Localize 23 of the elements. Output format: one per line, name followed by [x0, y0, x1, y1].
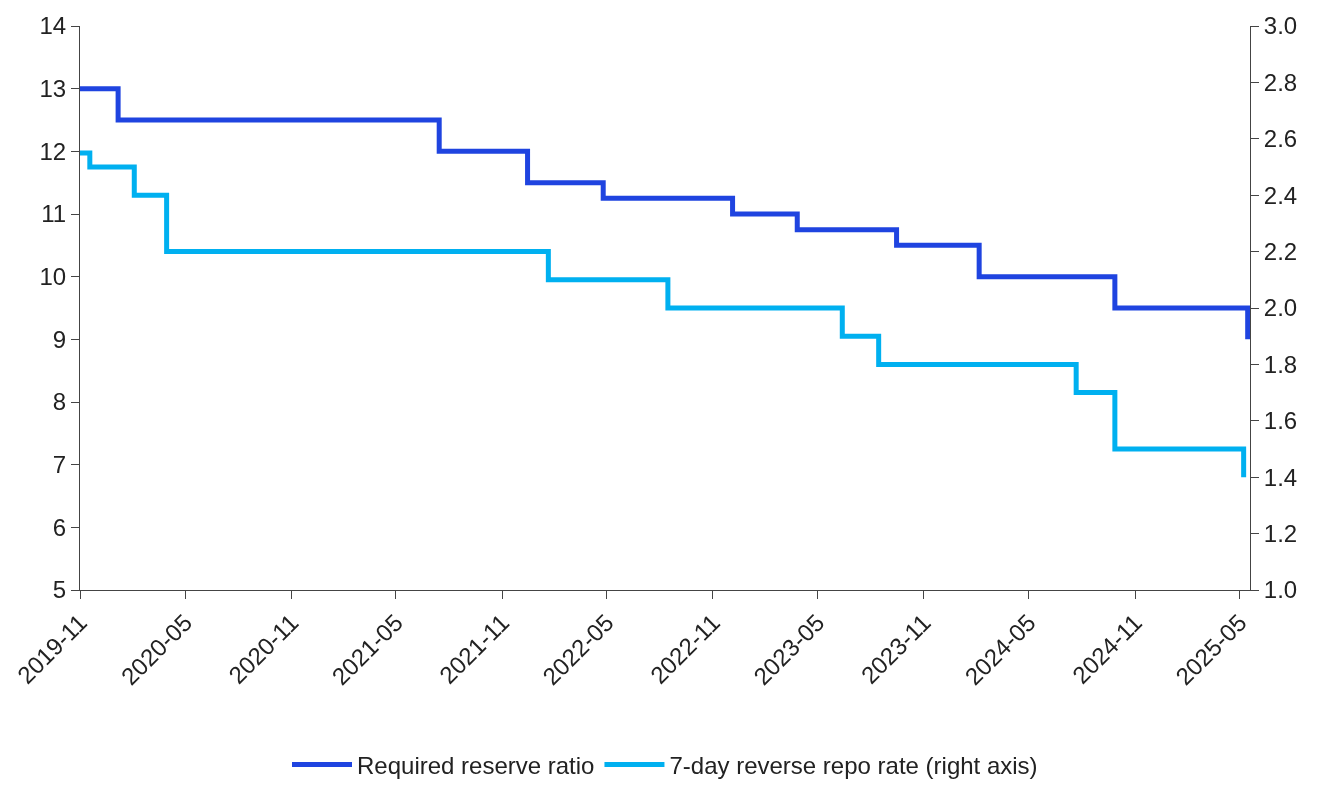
legend-label: 7-day reverse repo rate (right axis)	[669, 751, 1038, 779]
y-tick-label: 9	[52, 325, 67, 353]
y-tick-label: 8	[52, 388, 67, 416]
y-tick-label: 10	[39, 263, 67, 291]
y-tick-label: 14	[39, 12, 67, 40]
y-tick-label: 12	[39, 137, 67, 165]
y-tick-label: 13	[39, 75, 67, 103]
legend-label: Required reserve ratio	[357, 751, 595, 779]
y-tick-label: 5	[52, 576, 67, 604]
y2-tick-label: 1.2	[1263, 520, 1298, 547]
y-tick-label: 11	[41, 200, 67, 228]
y2-tick-label: 2.2	[1263, 238, 1298, 265]
y2-tick-label: 1.8	[1263, 350, 1298, 378]
y2-tick-label: 2.0	[1263, 294, 1298, 322]
y2-tick-label: 2.8	[1263, 68, 1298, 96]
y-tick-label: 6	[52, 513, 67, 541]
y2-tick-label: 3.0	[1263, 12, 1298, 40]
y2-tick-label: 1.4	[1263, 463, 1298, 491]
y2-tick-label: 1.0	[1263, 576, 1298, 604]
y2-tick-label: 2.4	[1263, 181, 1298, 209]
y2-tick-label: 1.6	[1263, 407, 1298, 435]
y-tick-label: 7	[52, 451, 67, 479]
y2-tick-label: 2.6	[1263, 125, 1298, 153]
